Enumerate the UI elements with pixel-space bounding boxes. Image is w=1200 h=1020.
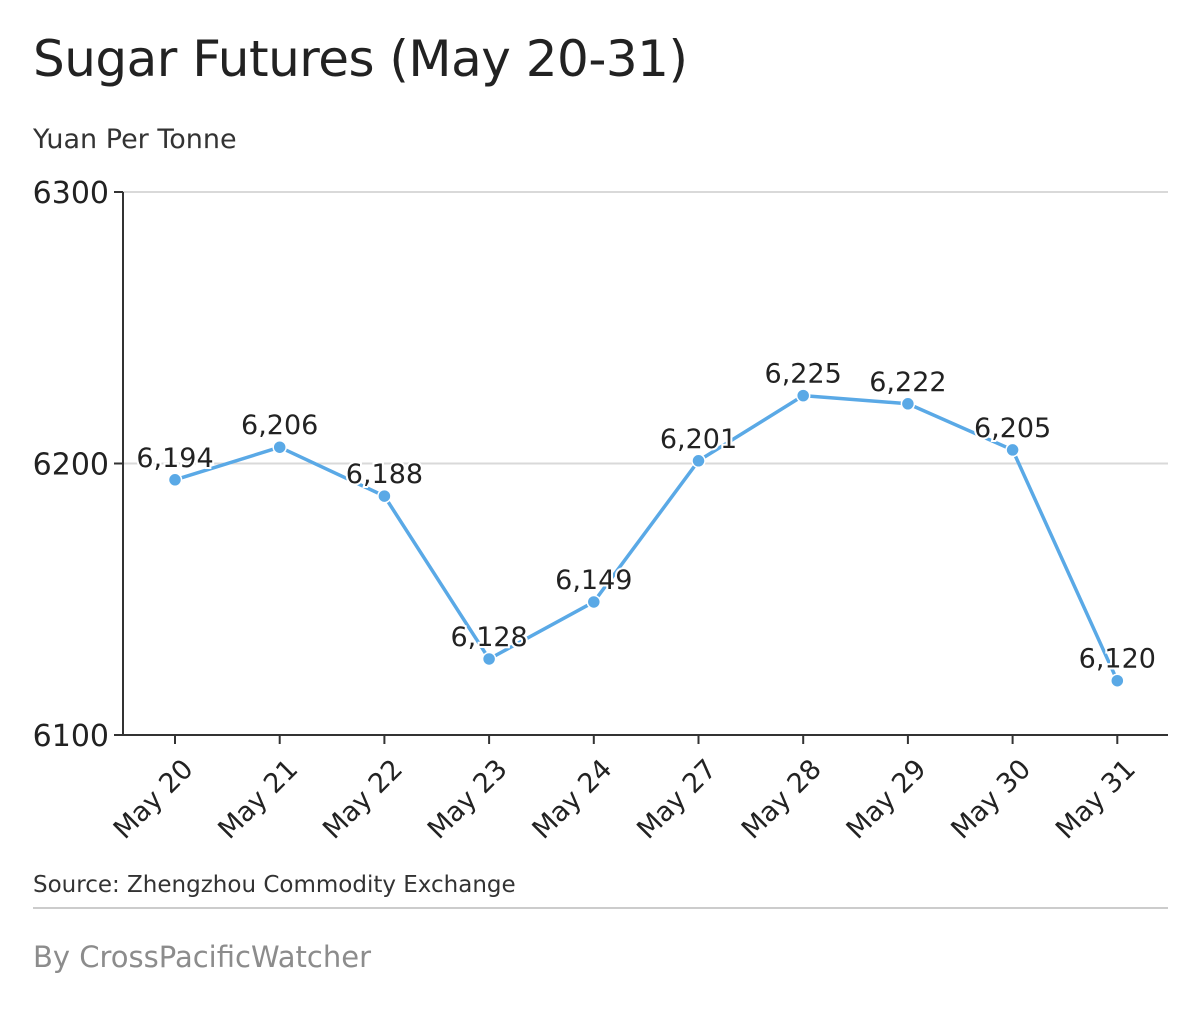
x-tick-label: May 31 bbox=[1050, 754, 1142, 846]
byline: By CrossPacificWatcher bbox=[33, 940, 371, 974]
data-point bbox=[691, 453, 706, 469]
data-point bbox=[900, 396, 916, 412]
data-point bbox=[167, 472, 183, 488]
data-label: 6,120 bbox=[1079, 644, 1156, 675]
x-tick-label: May 27 bbox=[631, 754, 723, 846]
source-note: Source: Zhengzhou Commodity Exchange bbox=[33, 872, 516, 898]
data-label: 6,194 bbox=[136, 443, 213, 474]
x-tick-label: May 24 bbox=[527, 754, 619, 846]
data-point bbox=[481, 651, 497, 667]
data-label: 6,222 bbox=[869, 367, 946, 398]
x-tick-label: May 22 bbox=[317, 754, 409, 846]
data-label: 6,206 bbox=[241, 410, 318, 441]
y-tick-label: 6200 bbox=[33, 448, 109, 483]
data-point bbox=[377, 488, 392, 504]
data-label: 6,201 bbox=[660, 424, 737, 455]
data-point bbox=[795, 388, 811, 403]
data-label: 6,149 bbox=[555, 565, 632, 596]
x-tick-label: May 21 bbox=[212, 754, 304, 846]
data-point bbox=[272, 439, 287, 455]
x-tick-label: May 29 bbox=[841, 754, 933, 846]
y-tick-label: 6300 bbox=[33, 176, 109, 211]
x-tick-label: May 28 bbox=[736, 754, 828, 846]
chart-title: Sugar Futures (May 20-31) bbox=[33, 30, 688, 88]
chart-subtitle: Yuan Per Tonne bbox=[33, 124, 237, 155]
data-point bbox=[1005, 442, 1020, 458]
data-label: 6,188 bbox=[346, 459, 423, 490]
data-point bbox=[586, 594, 602, 610]
footer-divider bbox=[33, 907, 1168, 909]
y-tick-label: 6100 bbox=[33, 719, 109, 754]
x-tick-label: May 30 bbox=[945, 754, 1037, 846]
data-point bbox=[1110, 673, 1125, 688]
x-tick-label: May 20 bbox=[108, 754, 200, 846]
data-label: 6,205 bbox=[974, 413, 1051, 444]
x-tick-label: May 23 bbox=[422, 754, 514, 846]
data-label: 6,225 bbox=[765, 359, 842, 390]
series-line bbox=[173, 393, 1120, 683]
data-label: 6,128 bbox=[450, 622, 527, 653]
